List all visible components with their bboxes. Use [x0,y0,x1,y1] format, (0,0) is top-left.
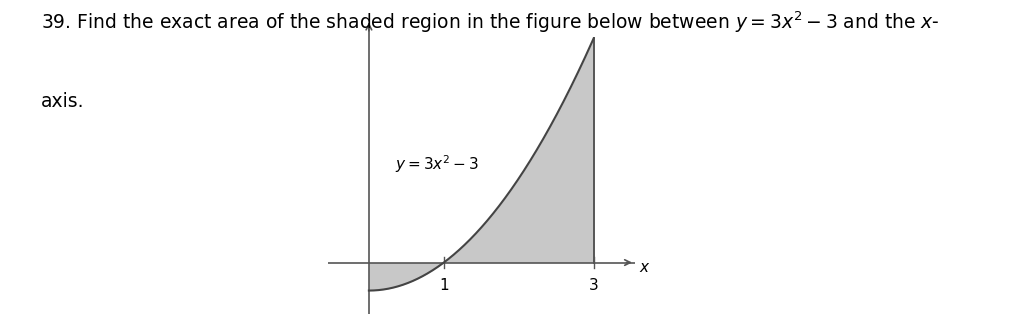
Text: $x$: $x$ [639,260,650,275]
Text: 3: 3 [589,278,599,293]
Text: 39. Find the exact area of the shaded region in the figure below between $y = 3x: 39. Find the exact area of the shaded re… [41,10,940,35]
Text: axis.: axis. [41,92,84,111]
Text: $y = 3x^2 - 3$: $y = 3x^2 - 3$ [395,154,479,175]
Text: 1: 1 [439,278,449,293]
